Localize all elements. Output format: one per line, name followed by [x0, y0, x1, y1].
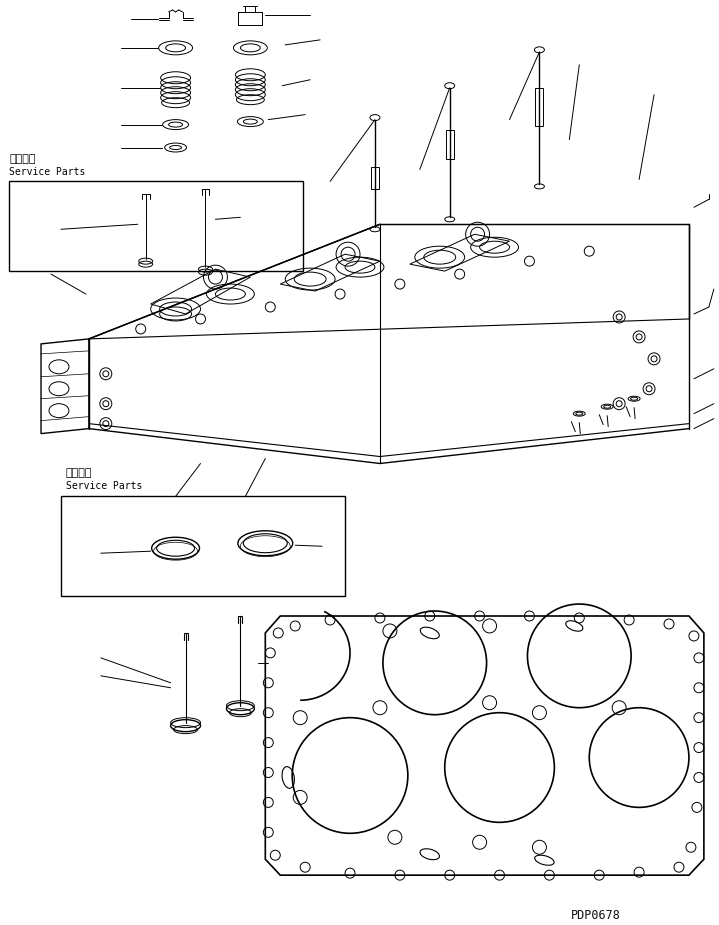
Text: PDP0678: PDP0678 [572, 909, 621, 922]
Bar [371, 167, 379, 190]
Text: 補給専用: 補給専用 [9, 154, 36, 165]
Text: Service Parts: Service Parts [66, 481, 142, 491]
Text: 補給専用: 補給専用 [66, 468, 93, 478]
Bar [61, 497, 345, 596]
Bar [446, 130, 454, 159]
Bar [536, 88, 544, 126]
Text: Service Parts: Service Parts [9, 167, 86, 178]
Bar [9, 181, 303, 271]
